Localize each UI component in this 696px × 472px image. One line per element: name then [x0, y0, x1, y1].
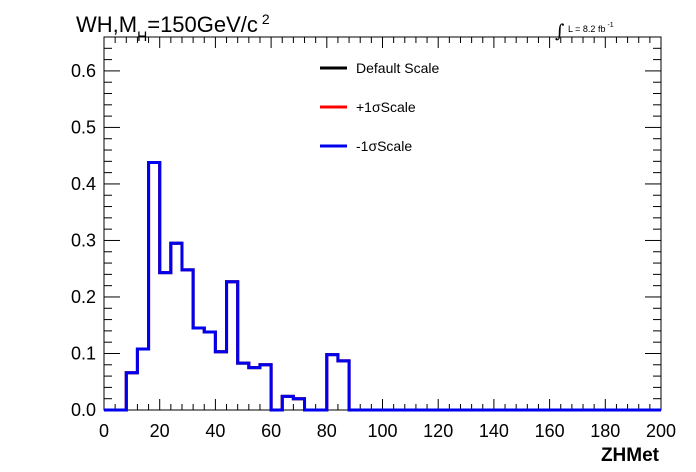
- legend-label-minus-1-sigma: -1σScale: [356, 138, 412, 154]
- x-tick-label: 80: [317, 421, 337, 441]
- histogram-series: [104, 160, 661, 412]
- axis-ticks: [103, 36, 662, 411]
- x-tick-label: 40: [205, 421, 225, 441]
- axis-tick-labels: 0 20 40 60 80 100 120 140 160 180 200 0.0 0.1 0.2 0.3 0…: [71, 61, 676, 441]
- y-tick-label: 0.1: [71, 343, 96, 363]
- y-tick-label: 0.5: [71, 117, 96, 137]
- x-tick-label: 0: [99, 421, 109, 441]
- series-line-2: [104, 160, 661, 412]
- chart-title: WH,MH=150GeV/c 2: [76, 11, 270, 44]
- x-axis-label: ZHMet: [601, 445, 660, 466]
- x-tick-label: 20: [150, 421, 170, 441]
- x-tick-label: 200: [646, 421, 676, 441]
- x-tick-label: 120: [423, 421, 453, 441]
- luminosity-label: L = 8.2 fb -1: [568, 22, 614, 34]
- integral-sign-icon: ∫: [555, 21, 565, 42]
- y-tick-label: 0.6: [71, 61, 96, 81]
- y-tick-label: 0.2: [71, 287, 96, 307]
- y-tick-label: 0.3: [71, 230, 96, 250]
- x-tick-label: 140: [479, 421, 509, 441]
- legend-label-default-scale: Default Scale: [356, 60, 439, 76]
- x-tick-label: 60: [261, 421, 281, 441]
- x-tick-label: 100: [367, 421, 397, 441]
- legend: Default Scale +1σScale -1σScale: [320, 60, 439, 154]
- y-tick-label: 0.0: [71, 400, 96, 420]
- x-tick-label: 160: [535, 421, 565, 441]
- x-tick-label: 180: [590, 421, 620, 441]
- legend-label-plus-1-sigma: +1σScale: [356, 99, 416, 115]
- y-tick-label: 0.4: [71, 174, 96, 194]
